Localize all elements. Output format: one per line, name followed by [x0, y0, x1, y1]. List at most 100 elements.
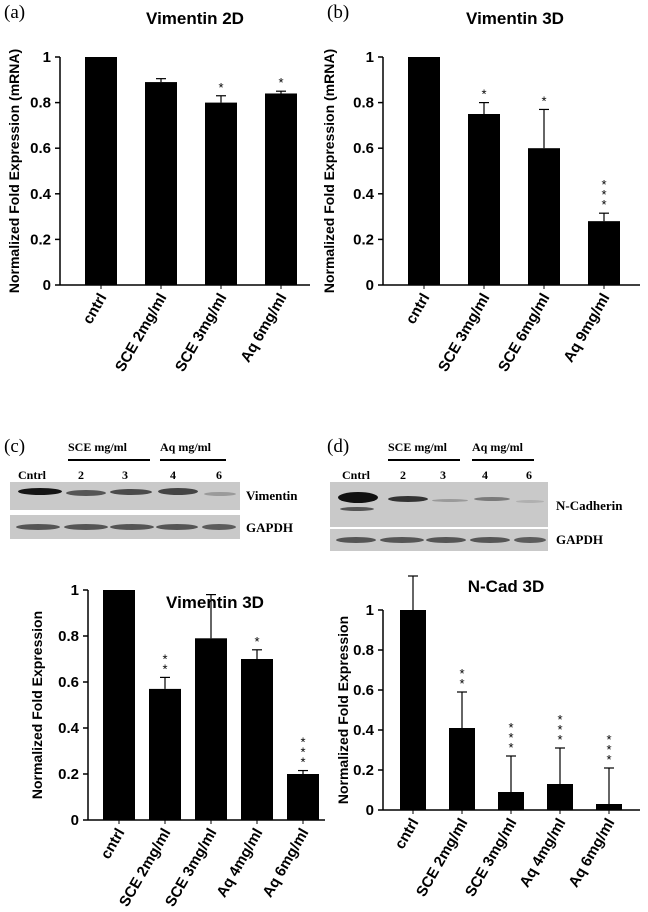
band: [426, 537, 466, 543]
significance-marker: *: [459, 676, 464, 691]
significance-marker: *: [508, 720, 513, 735]
bar: [596, 804, 622, 810]
blot-d-protein-strip: [330, 482, 548, 527]
significance-marker: *: [508, 730, 513, 745]
bar: [265, 93, 297, 285]
y-tick-label: 0.4: [30, 186, 52, 203]
panel-label-b: (b): [327, 2, 350, 23]
band: [202, 524, 236, 530]
significance-marker: *: [601, 197, 606, 212]
blot-c-group1-label: SCE mg/ml: [68, 440, 128, 454]
band: [516, 500, 544, 503]
blot-d-lane-label: Cntrl: [342, 468, 370, 482]
band: [388, 496, 428, 502]
significance-marker: *: [300, 745, 305, 760]
bar: [400, 610, 426, 810]
y-tick-label: 0.6: [353, 682, 374, 699]
blot-c-lane-label: 4: [170, 468, 176, 482]
band: [470, 537, 510, 543]
blot-d-group2-line: [472, 459, 534, 461]
blot-c-protein-name: Vimentin: [246, 488, 298, 503]
x-tick-label: Aq 4mg/ml: [213, 826, 266, 901]
significance-marker: *: [606, 742, 611, 757]
x-tick-label: cntrl: [391, 816, 422, 853]
x-tick-label: SCE 2mg/ml: [112, 291, 170, 375]
bar: [498, 792, 524, 810]
y-tick-label: 0.8: [353, 95, 374, 112]
band: [16, 524, 60, 530]
bar: [195, 638, 227, 820]
western-blot-c: SCE mg/ml Aq mg/ml Cntrl 2 3 4 6 Vimenti…: [0, 440, 320, 550]
significance-marker: *: [601, 187, 606, 202]
y-tick-label: 0.2: [30, 231, 51, 248]
y-tick-label: 0.4: [353, 186, 375, 203]
blot-c-lane-label: 2: [78, 468, 84, 482]
significance-marker: *: [601, 177, 606, 192]
y-tick-label: 0: [43, 277, 51, 294]
bar: [588, 221, 620, 285]
blot-c-loading-strip: [10, 515, 240, 539]
band: [110, 489, 152, 495]
band: [340, 507, 374, 511]
y-tick-label: 0.8: [353, 642, 374, 659]
y-tick-label: 0: [366, 802, 374, 819]
blot-d-lane-label: 2: [400, 468, 406, 482]
y-tick-label: 1: [71, 582, 79, 599]
x-tick-label: SCE 6mg/ml: [495, 291, 553, 375]
y-tick-label: 0.6: [58, 674, 79, 691]
panel-label-a: (a): [4, 2, 26, 23]
significance-marker: *: [300, 755, 305, 770]
bar: [103, 590, 135, 820]
bar: [145, 82, 177, 285]
y-tick-label: 0.8: [58, 628, 79, 645]
y-axis-label: Normalized Fold Expression: [335, 616, 351, 804]
blot-d-lane-label: 3: [440, 468, 446, 482]
x-tick-label: Aq 6mg/ml: [237, 291, 290, 366]
significance-marker: *: [218, 80, 223, 95]
blot-c-loading-name: GAPDH: [246, 520, 293, 535]
y-tick-label: 0.6: [30, 140, 51, 157]
significance-marker: *: [459, 666, 464, 681]
band: [204, 492, 236, 496]
band: [158, 488, 198, 495]
significance-marker: *: [300, 735, 305, 750]
band: [474, 497, 510, 501]
significance-marker: *: [278, 75, 283, 90]
y-tick-label: 1: [366, 49, 374, 66]
significance-marker: *: [162, 651, 167, 666]
y-tick-label: 0.4: [353, 722, 375, 739]
bar: [241, 659, 273, 820]
x-tick-label: Aq 4mg/ml: [516, 816, 569, 891]
y-tick-label: 1: [43, 49, 51, 66]
bar: [547, 784, 573, 810]
significance-marker: *: [557, 732, 562, 747]
y-axis-label: Normalized Fold Expression: [29, 611, 45, 799]
band: [18, 488, 62, 495]
y-axis-label: Normalized Fold Expression (mRNA): [321, 49, 337, 293]
chart-title: N-Cad 3D: [468, 577, 545, 596]
blot-d-lane-label: 4: [482, 468, 488, 482]
blot-c-protein-strip: [10, 482, 240, 510]
significance-marker: *: [557, 722, 562, 737]
bar: [449, 728, 475, 810]
blot-d-group2-label: Aq mg/ml: [472, 440, 523, 454]
band: [380, 537, 424, 543]
blot-d-group1-line: [388, 459, 460, 461]
bar: [149, 688, 181, 820]
bar: [85, 57, 117, 285]
y-tick-label: 0.2: [58, 766, 79, 783]
x-tick-label: SCE 3mg/ml: [462, 816, 520, 900]
x-tick-label: cntrl: [79, 291, 110, 328]
y-tick-label: 0: [366, 277, 374, 294]
blot-c-group2-line: [160, 459, 226, 461]
blot-c-lane-label: 6: [216, 468, 222, 482]
significance-marker: *: [606, 752, 611, 767]
blot-d-lane-label: 6: [526, 468, 532, 482]
x-tick-label: Aq 6mg/ml: [565, 816, 618, 891]
y-tick-label: 1: [366, 602, 374, 619]
band: [432, 499, 468, 502]
blot-c-lane-label: 3: [122, 468, 128, 482]
blot-d-protein-name: N-Cadherin: [556, 498, 623, 513]
significance-marker: *: [254, 634, 259, 649]
band: [156, 524, 198, 530]
